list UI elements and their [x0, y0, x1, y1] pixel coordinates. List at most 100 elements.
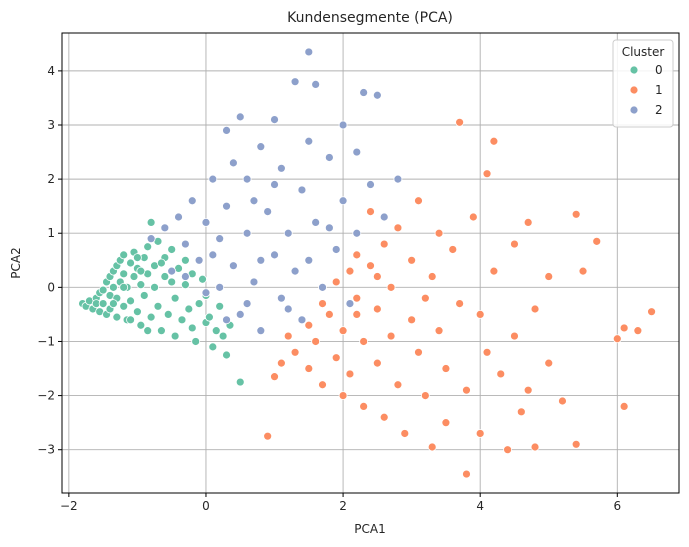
- x-tick-label: 0: [202, 499, 210, 513]
- cluster-1-point: [462, 469, 471, 479]
- cluster-2-point: [174, 212, 183, 222]
- cluster-2-point: [263, 207, 273, 216]
- axis-ticks: −2 0 2 4 6 −3 −2 −1 0 1 2 3 4: [37, 64, 621, 513]
- cluster-2-point: [276, 293, 286, 303]
- cluster-0-point: [136, 280, 146, 290]
- cluster-0-point: [157, 326, 166, 336]
- cluster-2-point: [201, 288, 211, 298]
- cluster-0-point: [126, 258, 135, 268]
- cluster-0-point: [146, 312, 156, 322]
- cluster-1-point: [407, 255, 417, 265]
- legend-label: 1: [655, 83, 663, 97]
- cluster-1-point: [352, 293, 362, 303]
- cluster-2-point: [304, 255, 314, 265]
- cluster-1-point: [304, 364, 314, 373]
- cluster-1-point: [571, 209, 581, 219]
- cluster-1-point: [434, 326, 444, 336]
- cluster-1-point: [366, 261, 375, 271]
- cluster-2-point: [228, 158, 238, 168]
- cluster-1-point: [496, 369, 506, 379]
- cluster-2-point: [393, 174, 403, 184]
- cluster-1-point: [455, 117, 465, 127]
- x-tick-label: −2: [60, 499, 78, 513]
- cluster-0-point: [191, 337, 201, 346]
- cluster-1-point: [578, 266, 588, 276]
- legend-marker: [629, 105, 639, 115]
- cluster-0-point: [163, 310, 173, 319]
- cluster-0-point: [119, 250, 129, 260]
- cluster-1-point: [414, 347, 423, 357]
- cluster-1-point: [619, 402, 629, 411]
- cluster-2-point: [359, 88, 369, 97]
- cluster-2-point: [249, 196, 259, 206]
- cluster-0-point: [187, 323, 197, 333]
- cluster-2-point: [180, 272, 190, 281]
- cluster-2-point: [283, 228, 293, 238]
- x-tick-label: 2: [339, 499, 347, 513]
- cluster-0-point: [126, 315, 135, 325]
- cluster-0-point: [129, 272, 139, 281]
- cluster-1-point: [482, 347, 492, 357]
- cluster-1-point: [427, 442, 437, 452]
- data-points: [78, 47, 656, 479]
- cluster-1-point: [338, 391, 348, 400]
- plot-frame: [61, 32, 680, 494]
- cluster-2-point: [297, 185, 307, 195]
- legend-marker: [629, 85, 639, 95]
- cluster-0-point: [167, 245, 177, 254]
- cluster-1-point: [352, 310, 362, 319]
- cluster-1-point: [263, 431, 273, 441]
- cluster-1-point: [475, 310, 485, 319]
- cluster-1-point: [510, 331, 519, 341]
- cluster-0-point: [215, 301, 225, 311]
- cluster-2-point: [235, 310, 245, 319]
- cluster-1-point: [503, 445, 513, 455]
- cluster-0-point: [184, 304, 194, 314]
- cluster-1-point: [338, 326, 348, 336]
- legend-title: Cluster: [622, 45, 665, 59]
- cluster-1-point: [270, 372, 279, 382]
- cluster-1-point: [352, 250, 362, 260]
- cluster-1-point: [427, 272, 437, 281]
- cluster-1-point: [393, 223, 403, 233]
- cluster-2-point: [270, 115, 279, 124]
- cluster-0-point: [180, 255, 190, 265]
- cluster-2-point: [331, 245, 341, 254]
- cluster-0-point: [198, 274, 207, 284]
- cluster-1-point: [331, 353, 341, 363]
- x-tick-label: 6: [613, 499, 621, 513]
- cluster-0-point: [119, 282, 129, 292]
- cluster-0-point: [126, 296, 135, 306]
- cluster-1-point: [359, 402, 369, 411]
- cluster-1-point: [414, 196, 423, 206]
- cluster-0-point: [136, 266, 146, 276]
- cluster-1-point: [311, 337, 321, 346]
- cluster-1-point: [489, 266, 499, 276]
- cluster-2-point: [256, 326, 266, 336]
- cluster-2-point: [276, 163, 286, 173]
- cluster-0-point: [235, 377, 245, 387]
- cluster-1-point: [400, 429, 410, 438]
- cluster-2-point: [372, 90, 382, 100]
- cluster-1-point: [523, 385, 533, 395]
- cluster-2-point: [222, 126, 231, 135]
- cluster-0-point: [146, 218, 156, 227]
- cluster-2-point: [215, 234, 225, 244]
- cluster-1-point: [331, 277, 341, 287]
- cluster-2-point: [304, 136, 314, 146]
- cluster-1-point: [482, 169, 492, 179]
- cluster-1-point: [530, 442, 540, 452]
- cluster-2-point: [352, 228, 362, 238]
- cluster-1-point: [647, 307, 656, 317]
- cluster-2-point: [180, 239, 190, 249]
- cluster-0-point: [180, 280, 190, 290]
- cluster-1-point: [544, 272, 554, 281]
- cluster-0-point: [177, 315, 187, 325]
- cluster-1-point: [379, 412, 389, 422]
- cluster-1-point: [468, 212, 478, 222]
- cluster-0-point: [170, 293, 180, 303]
- cluster-1-point: [619, 323, 629, 333]
- y-tick-label: 0: [47, 280, 55, 294]
- cluster-1-point: [434, 228, 444, 238]
- cluster-1-point: [318, 380, 327, 390]
